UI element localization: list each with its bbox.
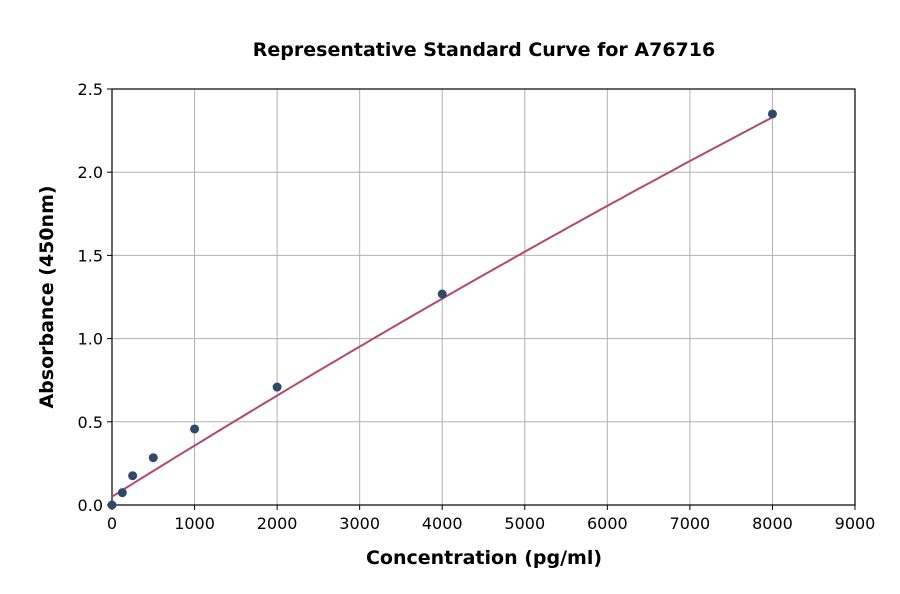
data-point bbox=[437, 289, 447, 299]
x-tick-label: 0 bbox=[107, 514, 117, 533]
x-tick-label: 3000 bbox=[339, 514, 380, 533]
y-tick-label: 1.0 bbox=[78, 330, 103, 349]
data-point bbox=[767, 109, 777, 119]
y-axis-label: Absorbance (450nm) bbox=[36, 185, 58, 408]
x-tick-label: 9000 bbox=[835, 514, 876, 533]
data-point bbox=[272, 382, 282, 392]
x-tick-label: 2000 bbox=[257, 514, 298, 533]
y-tick-label: 0.5 bbox=[78, 413, 103, 432]
x-tick-label: 6000 bbox=[587, 514, 628, 533]
chart-title: Representative Standard Curve for A76716 bbox=[253, 39, 715, 61]
y-tick-label: 0.0 bbox=[78, 496, 103, 515]
y-tick-label: 2.0 bbox=[78, 163, 103, 182]
x-tick-label: 1000 bbox=[174, 514, 215, 533]
x-tick-label: 7000 bbox=[670, 514, 711, 533]
data-point bbox=[107, 500, 117, 510]
fit-curve bbox=[111, 116, 773, 498]
data-point bbox=[190, 424, 200, 434]
y-tick-label: 1.5 bbox=[78, 246, 103, 265]
x-axis-label: Concentration (pg/ml) bbox=[366, 547, 602, 569]
x-tick-label: 4000 bbox=[422, 514, 463, 533]
data-point bbox=[148, 453, 158, 463]
y-tick-label: 2.5 bbox=[78, 80, 103, 99]
data-point bbox=[128, 471, 138, 481]
x-tick-label: 5000 bbox=[504, 514, 545, 533]
x-tick-label: 8000 bbox=[752, 514, 793, 533]
plot-frame bbox=[111, 88, 856, 506]
data-point bbox=[117, 488, 127, 498]
